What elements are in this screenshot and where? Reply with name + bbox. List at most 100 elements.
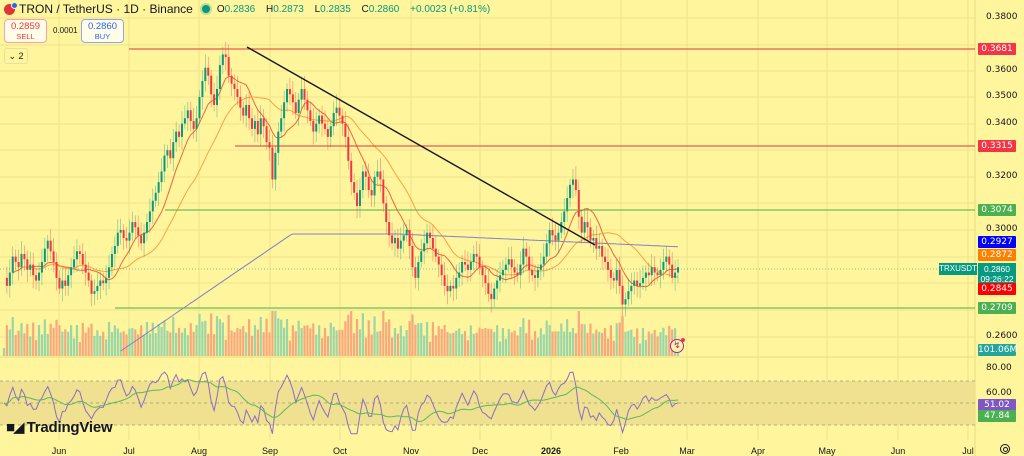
candle-body — [624, 299, 627, 305]
time-tick-label: Jul — [962, 446, 974, 456]
volume-bar — [277, 318, 280, 356]
volume-bar — [510, 332, 513, 356]
candle-body — [11, 256, 14, 273]
volume-bar — [580, 323, 583, 356]
candle-body — [245, 104, 248, 116]
volume-bar — [227, 314, 230, 356]
volume-bar — [20, 323, 23, 356]
candle-body — [81, 253, 84, 265]
volume-bar — [177, 328, 181, 356]
candle-body — [592, 237, 595, 241]
sell-button[interactable]: 0.2859 SELL — [4, 19, 47, 43]
candle-body — [379, 171, 382, 180]
buy-price: 0.2860 — [87, 21, 118, 32]
candle-body — [627, 291, 630, 300]
candle-body — [458, 272, 461, 278]
candle-body — [268, 142, 271, 148]
volume-bar — [493, 332, 496, 356]
volume-bar — [449, 333, 452, 356]
candle-body — [29, 264, 32, 270]
candle-body — [195, 118, 198, 129]
candle-body — [431, 237, 434, 249]
volume-bar — [137, 334, 140, 356]
buy-button[interactable]: 0.2860 BUY — [81, 19, 124, 43]
candle-body — [361, 171, 364, 191]
candle-body — [90, 280, 93, 294]
flash-alert-icon[interactable]: ↯ — [670, 338, 685, 353]
volume-bar — [215, 316, 219, 356]
candle-body — [338, 107, 341, 116]
volume-bar — [668, 326, 671, 356]
volume-bar — [647, 331, 650, 356]
volume-bar — [466, 340, 470, 356]
indicators-toggle-button[interactable]: ⌄ 2 — [4, 48, 28, 64]
volume-bar — [93, 335, 96, 356]
time-tick-label: Mar — [679, 446, 695, 456]
volume-bar — [259, 316, 262, 356]
volume-bar — [338, 329, 341, 356]
candle-body — [134, 222, 137, 228]
tradingview-logo[interactable]: ■◢ TradingView — [6, 418, 113, 437]
volume-bar — [32, 322, 35, 356]
candle-body — [376, 171, 379, 177]
time-tick-label: Nov — [402, 446, 420, 456]
candle-body — [396, 237, 399, 249]
volume-bar — [376, 331, 379, 356]
symbol-title[interactable]: TRON / TetherUS · 1D · Binance — [19, 2, 193, 16]
candle-body — [5, 277, 8, 286]
candle-body — [571, 179, 574, 185]
candle-body — [668, 256, 671, 265]
volume-bar — [242, 326, 245, 356]
candle-body — [583, 222, 586, 233]
volume-bar — [110, 332, 114, 356]
volume-bar — [428, 341, 432, 356]
volume-bar — [52, 327, 55, 356]
ohlc-values: O0.2836 H0.2873 L0.2835 C0.2860 +0.0023 … — [217, 4, 494, 15]
candle-body — [14, 256, 17, 262]
volume-bar — [116, 328, 119, 356]
candle-body — [423, 243, 426, 252]
volume-bar — [186, 335, 189, 356]
volume-bar — [49, 323, 52, 356]
volume-bar — [595, 329, 598, 356]
candle-body — [163, 155, 166, 172]
candle-body — [73, 259, 76, 268]
candle-body — [131, 222, 134, 233]
candle-body — [548, 230, 551, 244]
volume-bar — [501, 328, 505, 356]
volume-bar — [72, 338, 76, 356]
candle-body — [32, 264, 35, 276]
price-level-tag: 0.2872 — [978, 249, 1016, 261]
candle-body — [213, 94, 216, 105]
volume-bar — [323, 328, 327, 356]
volume-bar — [472, 333, 475, 356]
price-level-tag: 0.2927 — [978, 236, 1016, 248]
volume-bar — [571, 328, 575, 356]
volume-bar — [160, 327, 163, 356]
volume-bar — [405, 330, 408, 356]
volume-bar — [175, 332, 178, 356]
volume-bar — [659, 332, 662, 356]
volume-bar — [335, 330, 338, 356]
volume-bar — [414, 324, 417, 356]
volume-bar — [172, 316, 175, 356]
candle-body — [102, 280, 105, 284]
volume-bar — [621, 316, 624, 356]
settings-gear-icon[interactable] — [1000, 444, 1010, 454]
candle-body — [93, 291, 96, 294]
volume-bar — [212, 334, 216, 356]
candle-body — [414, 267, 417, 278]
candle-body — [204, 67, 207, 82]
volume-bar — [5, 325, 9, 356]
volume-bar — [207, 333, 210, 356]
volume-bar — [478, 327, 481, 356]
candle-body — [143, 232, 146, 244]
volume-bar — [318, 325, 321, 356]
candle-body — [186, 110, 189, 119]
price-level-tag: 0.3681 — [978, 43, 1016, 55]
volume-bar — [300, 327, 303, 356]
candle-body — [615, 269, 618, 281]
candle-body — [417, 261, 420, 278]
candle-body — [466, 264, 469, 270]
